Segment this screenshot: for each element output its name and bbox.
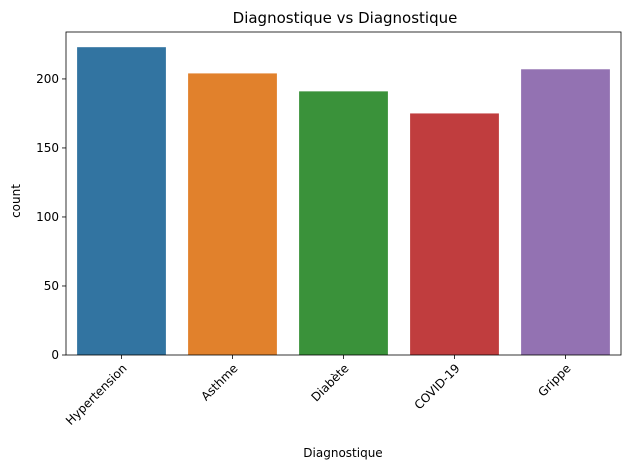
chart-title: Diagnostique vs Diagnostique bbox=[233, 9, 458, 27]
plot-frame bbox=[65, 31, 622, 356]
x-tick-label: Asthme bbox=[198, 361, 240, 403]
bar-asthme bbox=[188, 73, 277, 356]
bar-hypertension bbox=[77, 47, 166, 355]
y-tick-label: 50 bbox=[44, 279, 59, 293]
bar-diab-te bbox=[299, 91, 388, 355]
x-tick-label: COVID-19 bbox=[412, 361, 463, 412]
x-tick-label: Grippe bbox=[535, 361, 573, 399]
y-tick-label: 0 bbox=[51, 348, 59, 362]
plot-area: Hypertension Asthme Diabète COVID-19 Grippe 0… bbox=[36, 31, 622, 428]
y-tick-label: 100 bbox=[36, 210, 59, 224]
bar-covid-19 bbox=[410, 113, 499, 355]
y-tick-label: 150 bbox=[36, 141, 59, 155]
bar-grippe bbox=[521, 69, 610, 356]
x-tick-label: Hypertension bbox=[63, 361, 130, 428]
y-axis-label: count bbox=[9, 184, 23, 218]
x-tick-label: Diabète bbox=[308, 361, 351, 404]
x-axis-label: Diagnostique bbox=[303, 446, 382, 460]
y-tick-label: 200 bbox=[36, 72, 59, 86]
